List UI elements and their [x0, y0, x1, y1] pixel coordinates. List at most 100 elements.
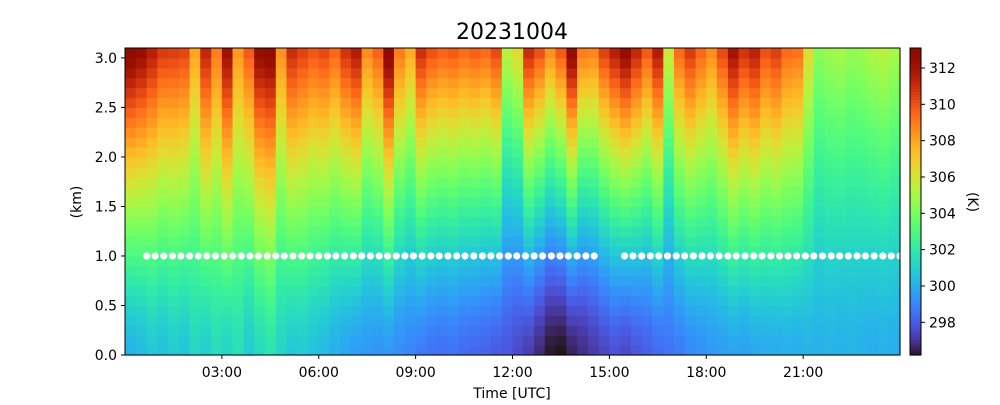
heatmap-cell	[598, 345, 610, 356]
heatmap-cell	[620, 57, 632, 69]
heatmap-cell	[264, 166, 277, 178]
colorbar-segment	[910, 232, 921, 236]
heatmap-cell	[727, 57, 740, 69]
heatmap-cell	[243, 77, 255, 89]
heatmap-cell	[587, 117, 600, 128]
heatmap-cell	[803, 87, 815, 99]
heatmap-cell	[189, 147, 201, 158]
heatmap-cell	[716, 335, 729, 346]
heatmap-cell	[178, 147, 191, 158]
heatmap-cell	[469, 236, 481, 247]
heatmap-cell	[652, 186, 664, 198]
heatmap-cell	[308, 97, 320, 109]
heatmap-cell	[437, 48, 449, 59]
heatmap-cell	[706, 295, 718, 307]
overlay-point	[547, 252, 555, 260]
heatmap-cell	[684, 246, 697, 257]
heatmap-cell	[846, 325, 858, 336]
overlay-point	[392, 252, 400, 260]
heatmap-cell	[286, 48, 298, 59]
heatmap-cell	[372, 325, 384, 336]
heatmap-cell	[695, 325, 707, 336]
heatmap-cell	[372, 305, 384, 316]
heatmap-cell	[490, 77, 503, 89]
heatmap-cell	[200, 166, 212, 178]
heatmap-cell	[318, 305, 331, 316]
heatmap-cell	[447, 265, 460, 277]
heatmap-cell	[857, 335, 869, 346]
heatmap-cell	[458, 127, 471, 138]
heatmap-cell	[803, 48, 815, 59]
heatmap-cell	[340, 166, 352, 178]
heatmap-cell	[329, 166, 341, 178]
heatmap-cell	[803, 77, 815, 89]
heatmap-cell	[308, 127, 320, 138]
heatmap-cell	[157, 57, 169, 69]
heatmap-cell	[555, 67, 568, 79]
heatmap-cell	[684, 226, 697, 237]
heatmap-cell	[544, 275, 557, 287]
heatmap-cell	[200, 255, 212, 267]
heatmap-cell	[351, 305, 363, 316]
heatmap-cell	[587, 77, 600, 89]
heatmap-cell	[846, 226, 858, 237]
heatmap-cell	[663, 176, 675, 188]
heatmap-cell	[275, 335, 288, 346]
heatmap-cell	[598, 117, 610, 128]
colorbar-segment	[910, 265, 921, 269]
heatmap-cell	[200, 275, 212, 287]
heatmap-cell	[200, 236, 212, 247]
heatmap-cell	[716, 236, 729, 247]
heatmap-cell	[706, 186, 718, 198]
heatmap-cell	[706, 166, 718, 178]
heatmap-cell	[447, 127, 460, 138]
heatmap-cell	[490, 137, 503, 148]
heatmap-cell	[437, 127, 449, 138]
heatmap-cell	[749, 315, 761, 326]
heatmap-cell	[490, 285, 503, 297]
heatmap-cell	[372, 166, 384, 178]
heatmap-cell	[695, 176, 707, 188]
heatmap-cell	[555, 335, 568, 346]
heatmap-cell	[566, 117, 578, 128]
heatmap-cell	[167, 97, 180, 109]
heatmap-cell	[372, 67, 384, 79]
heatmap-cell	[857, 48, 869, 59]
heatmap-cell	[803, 285, 815, 297]
heatmap-cell	[544, 57, 557, 69]
heatmap-cell	[641, 176, 653, 188]
heatmap-cell	[447, 226, 460, 237]
heatmap-cell	[125, 127, 137, 138]
heatmap-cell	[211, 156, 223, 168]
heatmap-cell	[824, 48, 837, 59]
heatmap-cell	[824, 176, 837, 188]
heatmap-cell	[437, 265, 449, 277]
heatmap-cell	[534, 345, 546, 356]
heatmap-cell	[383, 196, 395, 208]
heatmap-cell	[458, 236, 471, 247]
heatmap-cell	[803, 236, 815, 247]
heatmap-cell	[878, 57, 890, 69]
heatmap-cell	[361, 87, 374, 99]
heatmap-cell	[232, 77, 245, 89]
heatmap-cell	[512, 156, 524, 168]
heatmap-cell	[480, 137, 492, 148]
colorbar-segment	[910, 221, 921, 226]
heatmap-cell	[361, 246, 374, 257]
heatmap-cell	[157, 107, 169, 118]
heatmap-cell	[803, 246, 815, 257]
heatmap-cell	[512, 107, 524, 118]
heatmap-cell	[254, 226, 266, 237]
heatmap-cell	[329, 137, 341, 148]
x-axis-label: Time [UTC]	[472, 386, 550, 400]
heatmap-cell	[857, 147, 869, 158]
heatmap-cell	[727, 156, 740, 168]
heatmap-cell	[372, 285, 384, 297]
heatmap-cell	[189, 226, 201, 237]
heatmap-cell	[598, 57, 610, 69]
heatmap-cell	[523, 325, 535, 336]
heatmap-cell	[340, 77, 352, 89]
heatmap-cell	[329, 147, 341, 158]
heatmap-cell	[631, 97, 643, 109]
heatmap-cell	[221, 216, 234, 227]
